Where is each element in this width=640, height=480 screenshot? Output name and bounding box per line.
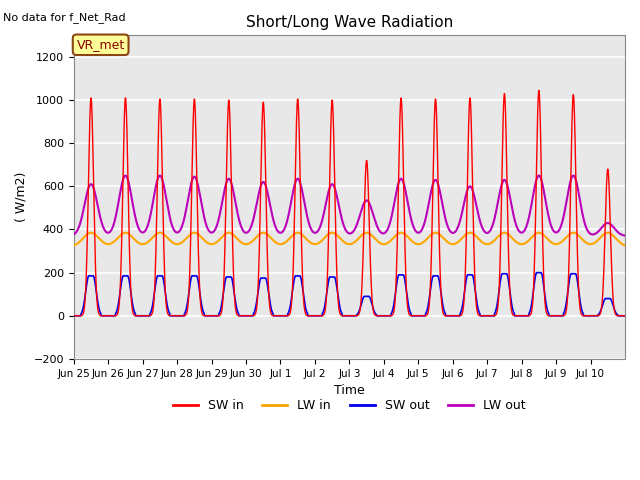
Legend: SW in, LW in, SW out, LW out: SW in, LW in, SW out, LW out (168, 395, 531, 418)
Text: VR_met: VR_met (77, 38, 125, 51)
Text: No data for f_Net_Rad: No data for f_Net_Rad (3, 12, 126, 23)
Y-axis label: ( W/m2): ( W/m2) (15, 172, 28, 222)
X-axis label: Time: Time (334, 384, 365, 397)
Title: Short/Long Wave Radiation: Short/Long Wave Radiation (246, 15, 453, 30)
